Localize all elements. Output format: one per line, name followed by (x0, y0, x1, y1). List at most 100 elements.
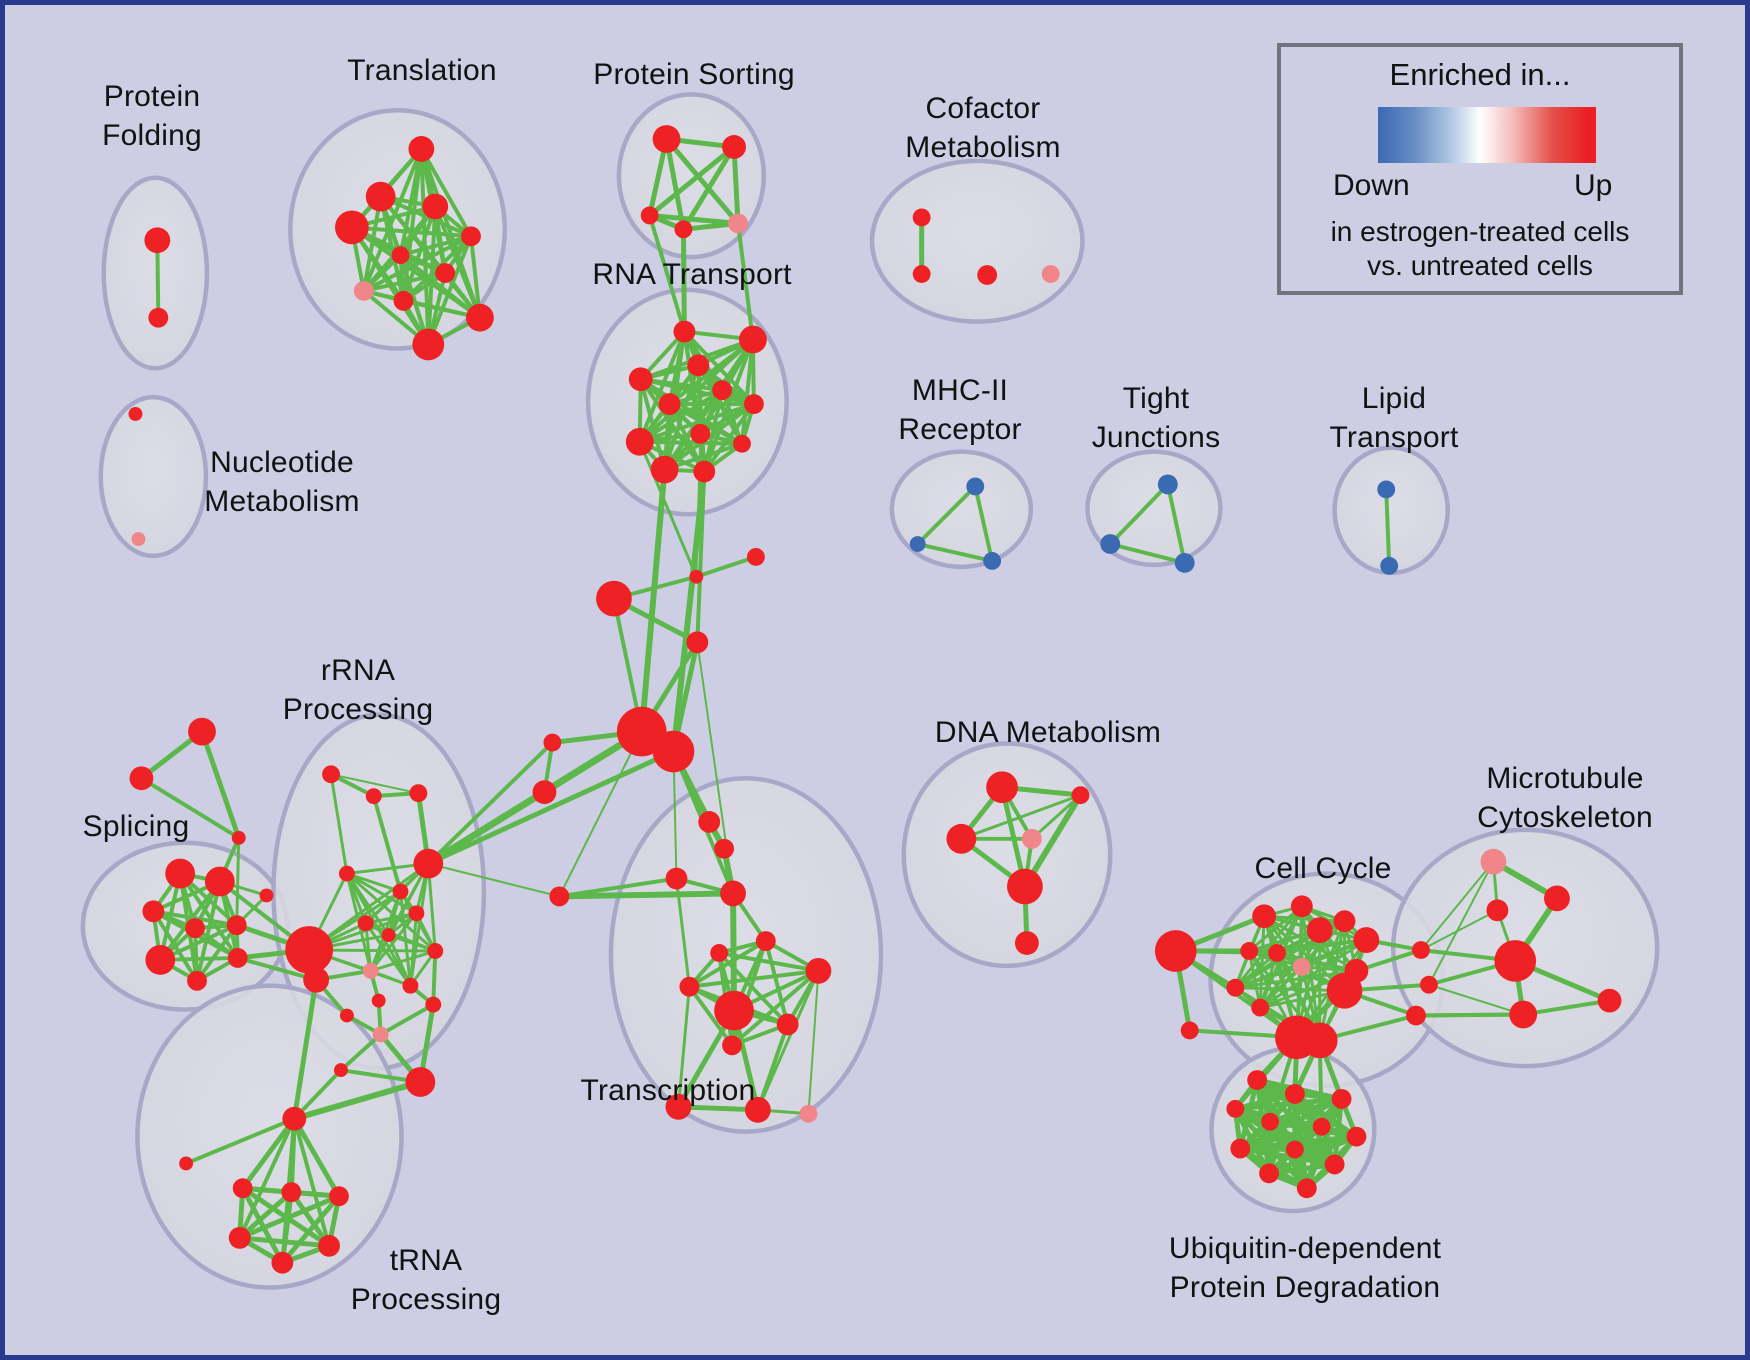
label-splicing: Splicing (82, 810, 190, 843)
legend-title: Enriched in... (1389, 57, 1571, 92)
node-ub2 (1284, 1084, 1305, 1104)
node-cm2 (912, 265, 931, 283)
edge-tc8-tc12 (676, 985, 691, 1109)
node-tn4 (281, 1182, 302, 1203)
edge-tr5-tr11 (426, 234, 473, 347)
node-ub10 (1324, 1154, 1345, 1175)
edge-rt9-rt10 (637, 439, 744, 446)
node-mt3 (1486, 899, 1509, 922)
node-sp6 (145, 945, 176, 975)
label-trna-processing: tRNA Processing (350, 1244, 502, 1316)
edge-rt7-rt12 (702, 402, 756, 474)
edge-st3-sp5 (235, 836, 241, 927)
node-mh3 (983, 551, 1002, 570)
edge-rt12-h2 (670, 468, 708, 755)
node-rrh2 (303, 966, 330, 993)
legend-footnote: in estrogen-treated cells vs. untreated … (1330, 216, 1630, 282)
edge-rt7-rt10 (637, 402, 756, 444)
edge-ps1-ps4 (664, 136, 686, 232)
node-mh2 (909, 536, 926, 552)
node-nm2 (131, 532, 146, 546)
node-sp9 (259, 888, 274, 903)
node-sp1 (165, 858, 196, 889)
node-cc4 (1333, 910, 1356, 933)
node-rt2 (739, 325, 767, 354)
edge-st1-st3 (199, 729, 242, 841)
node-tc8 (679, 976, 700, 997)
edge-tr7-tr8 (361, 271, 448, 293)
node-sp2 (204, 866, 235, 897)
node-x1 (689, 569, 704, 584)
node-rr9 (408, 905, 425, 922)
edge-rt1-rt10 (637, 329, 687, 444)
edge-sp1-sp8 (178, 871, 240, 960)
node-dm5 (1007, 868, 1043, 905)
node-dm2 (1071, 786, 1090, 805)
node-cc3 (1306, 917, 1333, 944)
node-rr3 (409, 784, 428, 803)
node-tr8 (353, 280, 374, 301)
edge-cc17-mt1 (1427, 860, 1495, 986)
node-tc12 (665, 1093, 692, 1120)
label-transcription: Transcription (580, 1074, 756, 1107)
node-rr15 (339, 1008, 354, 1023)
edge-tc5-tc10 (763, 939, 790, 1027)
node-x6 (532, 780, 557, 805)
edge-tn3-tn8 (240, 1185, 285, 1266)
node-x4 (686, 631, 709, 654)
node-tn2 (179, 1156, 194, 1171)
node-sp3 (142, 900, 165, 923)
edge-tj1-tj3 (1165, 482, 1187, 565)
edge-mh1-mh3 (973, 484, 995, 563)
node-ub11 (1259, 1163, 1280, 1184)
label-protein-sorting: Protein Sorting (593, 58, 795, 91)
node-tc4 (720, 880, 746, 907)
node-x3 (596, 580, 632, 617)
edge-cc18-mt5 (1414, 1012, 1526, 1018)
node-ps4 (674, 220, 693, 239)
node-ub5 (1261, 1112, 1280, 1131)
node-rr10 (427, 943, 444, 959)
label-rrna-processing: rRNA Processing (282, 654, 434, 726)
cluster-ellipse-lipid-transport (1332, 445, 1450, 576)
node-rr8 (381, 928, 396, 943)
node-ub9 (1346, 1126, 1367, 1147)
node-mh1 (966, 477, 985, 496)
node-ps3 (640, 206, 659, 225)
node-tc9 (714, 990, 754, 1031)
edge-cc7-cc13 (1258, 951, 1279, 1010)
node-rt9 (733, 434, 751, 453)
edge-rr16-rr17 (338, 1032, 383, 1073)
node-tn5 (329, 1186, 349, 1207)
node-cc5 (1353, 927, 1380, 953)
network-canvas (80, 92, 1660, 1290)
edge-rr2-rr6 (371, 794, 403, 894)
edge-tn1-tn3 (240, 1116, 297, 1191)
node-cm3 (977, 265, 998, 285)
edge-rt4-rt7 (638, 377, 756, 407)
node-rr5 (357, 915, 374, 932)
node-cm4 (1041, 265, 1060, 283)
label-cell-cycle: Cell Cycle (1254, 852, 1392, 885)
node-cm1 (912, 208, 931, 227)
node-pf1 (144, 227, 171, 254)
node-cc2 (1290, 895, 1313, 918)
node-tr4 (335, 210, 369, 245)
edge-mt5-mt6 (1521, 998, 1612, 1017)
node-rrh (285, 926, 334, 974)
edge-lt1-lt2 (1384, 487, 1392, 568)
node-mt1 (1480, 848, 1507, 875)
node-rt3 (687, 354, 710, 377)
edge-ub9-ub11 (1266, 1134, 1359, 1176)
edge-tn1-tn5 (291, 1116, 342, 1199)
edge-ps3-rt1 (647, 213, 687, 334)
edge-cc7-cc14 (1233, 951, 1279, 990)
node-tj2 (1100, 534, 1121, 554)
node-cc12 (1301, 1022, 1338, 1059)
node-lt1 (1377, 480, 1396, 499)
node-st1 (188, 717, 216, 746)
edge-tr3-tr10 (433, 204, 482, 320)
edge-st2-st3 (139, 776, 241, 840)
edge-x7-rr7 (427, 862, 561, 898)
edge-cc10-cc14 (1233, 969, 1358, 990)
